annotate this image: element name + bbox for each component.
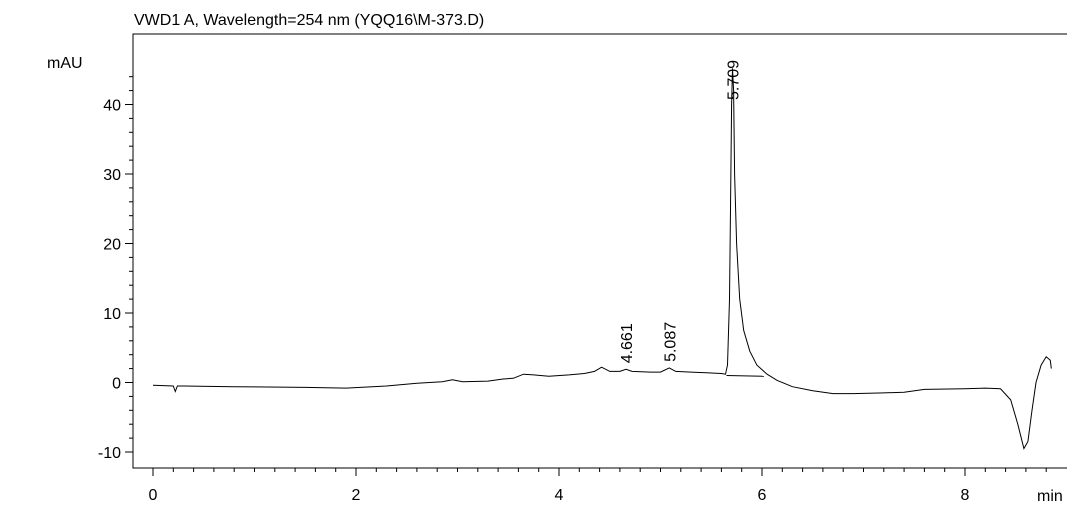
x-tick-label: 4 [555,487,564,504]
x-tick-label: 2 [352,487,361,504]
chart-title: VWD1 A, Wavelength=254 nm (YQQ16\M-373.D… [134,12,484,29]
x-tick-label: 8 [961,487,970,504]
series-layer [152,68,1052,450]
peak-label: 5.087 [662,322,679,362]
peak-label: 4.661 [619,323,636,363]
y-tick-label: 10 [103,306,121,323]
axes-layer: -10 0 10 20 30 40 0 2 4 6 8 [98,76,1047,504]
peak-labels-layer: 4.661 5.087 5.709 [619,60,742,363]
peak-label: 5.709 [725,60,742,100]
x-tick-label: 0 [149,487,158,504]
signal-trace [152,68,1052,450]
y-tick-label: 40 [103,98,121,115]
plot-frame [132,33,1067,469]
y-axis-label: mAU [47,55,83,72]
x-tick-label: 6 [758,487,767,504]
x-axis-label: min [1037,488,1063,504]
y-tick-label: 30 [103,167,121,184]
integration-baseline [726,375,765,377]
y-tick-label: 0 [112,376,121,393]
y-tick-label: 20 [103,237,121,254]
y-tick-label: -10 [98,445,121,462]
